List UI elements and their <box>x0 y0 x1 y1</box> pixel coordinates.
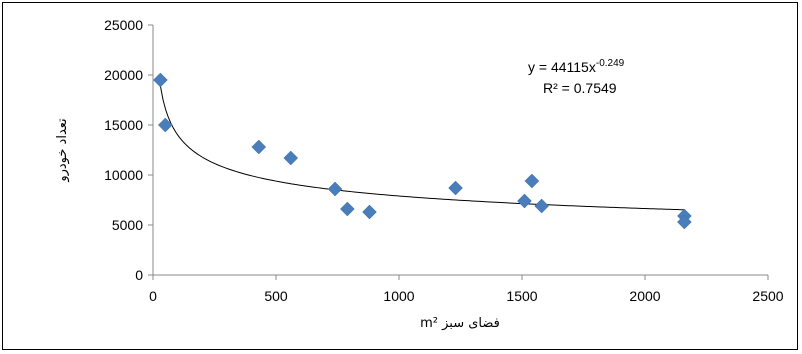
x-axis-label: m² فضای سبز <box>420 316 500 331</box>
data-point <box>251 139 267 155</box>
axes <box>152 25 768 276</box>
y-tick-label: 20000 <box>104 67 143 83</box>
data-point <box>362 204 377 220</box>
y-tick-label: 25000 <box>104 17 143 33</box>
data-point <box>283 150 299 166</box>
data-point <box>677 214 692 230</box>
data-point <box>534 198 550 214</box>
x-ticks: 0 500 1000 1500 2000 2500 <box>149 275 784 304</box>
power-trendline <box>159 85 685 211</box>
chart-frame <box>2 2 798 350</box>
data-point <box>517 193 532 209</box>
data-point <box>524 173 540 189</box>
data-point <box>448 180 463 196</box>
x-tick-label: 0 <box>149 288 157 304</box>
y-axis-label: تعداد خودرو <box>55 118 70 183</box>
trend-equation: y = 44115x-0.249 <box>528 58 625 75</box>
y-tick-label: 5000 <box>112 217 143 233</box>
y-tick-label: 0 <box>135 267 143 283</box>
x-tick-label: 1500 <box>506 288 537 304</box>
data-point <box>153 72 168 88</box>
y-ticks: 0 5000 10000 15000 20000 25000 <box>104 17 153 283</box>
y-tick-label: 10000 <box>104 167 143 183</box>
x-tick-label: 1000 <box>383 288 414 304</box>
y-tick-label: 15000 <box>104 117 143 133</box>
x-tick-label: 2000 <box>629 288 660 304</box>
data-point <box>157 117 173 133</box>
data-points <box>153 72 692 230</box>
r-squared-label: R² = 0.7549 <box>543 80 617 96</box>
x-tick-label: 2500 <box>752 288 783 304</box>
data-point <box>327 181 343 197</box>
data-point <box>339 201 355 217</box>
x-tick-label: 500 <box>264 288 288 304</box>
